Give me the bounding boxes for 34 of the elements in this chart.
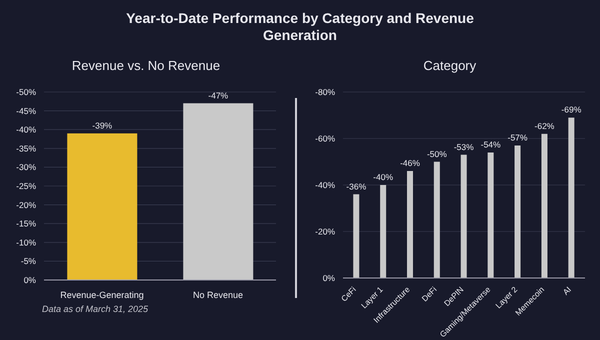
data-label: -62%	[534, 120, 555, 131]
x-tick-label: AI	[561, 285, 573, 297]
chart-title: Year-to-Date Performance by Category and Revenue Generation	[125, 9, 475, 45]
y-tick-label: -5%	[20, 256, 36, 266]
data-label: -57%	[507, 132, 528, 142]
data-label: -50%	[426, 148, 448, 159]
y-tick-label: -10%	[16, 237, 36, 248]
y-tick-label: 0%	[322, 273, 336, 284]
data-label: -36%	[346, 181, 366, 192]
data-label: -53%	[454, 142, 474, 152]
y-tick-label: -60%	[314, 134, 336, 144]
y-tick-label: -40%	[314, 180, 336, 190]
y-tick-label: 0%	[24, 275, 36, 286]
data-label: -54%	[480, 139, 501, 150]
data-label: -46%	[400, 158, 420, 168]
data-label: -47%	[208, 90, 229, 100]
y-tick-label: -20%	[314, 226, 336, 237]
chart-title: Category	[422, 58, 478, 75]
y-tick-label: -35%	[16, 143, 36, 154]
chart-subtitle: Revenue vs. No Revenue	[70, 58, 222, 75]
text: Data as of March 31, 2025	[42, 304, 150, 314]
y-tick-label: -50%	[16, 87, 36, 98]
y-tick-label: -45%	[16, 106, 36, 116]
y-tick-label: -20%	[16, 200, 36, 210]
data-label: -40%	[372, 172, 394, 182]
x-tick-label: Revenue-Generating	[60, 290, 144, 300]
y-tick-label: -30%	[16, 162, 36, 172]
data-label: -69%	[561, 104, 582, 115]
y-tick-label: -15%	[16, 218, 36, 229]
x-tick-label: No Revenue	[192, 290, 244, 300]
y-tick-label: -40%	[16, 124, 36, 135]
data-label: -39%	[92, 120, 113, 130]
y-tick-label: -80%	[314, 87, 336, 98]
y-tick-label: -25%	[16, 181, 36, 192]
